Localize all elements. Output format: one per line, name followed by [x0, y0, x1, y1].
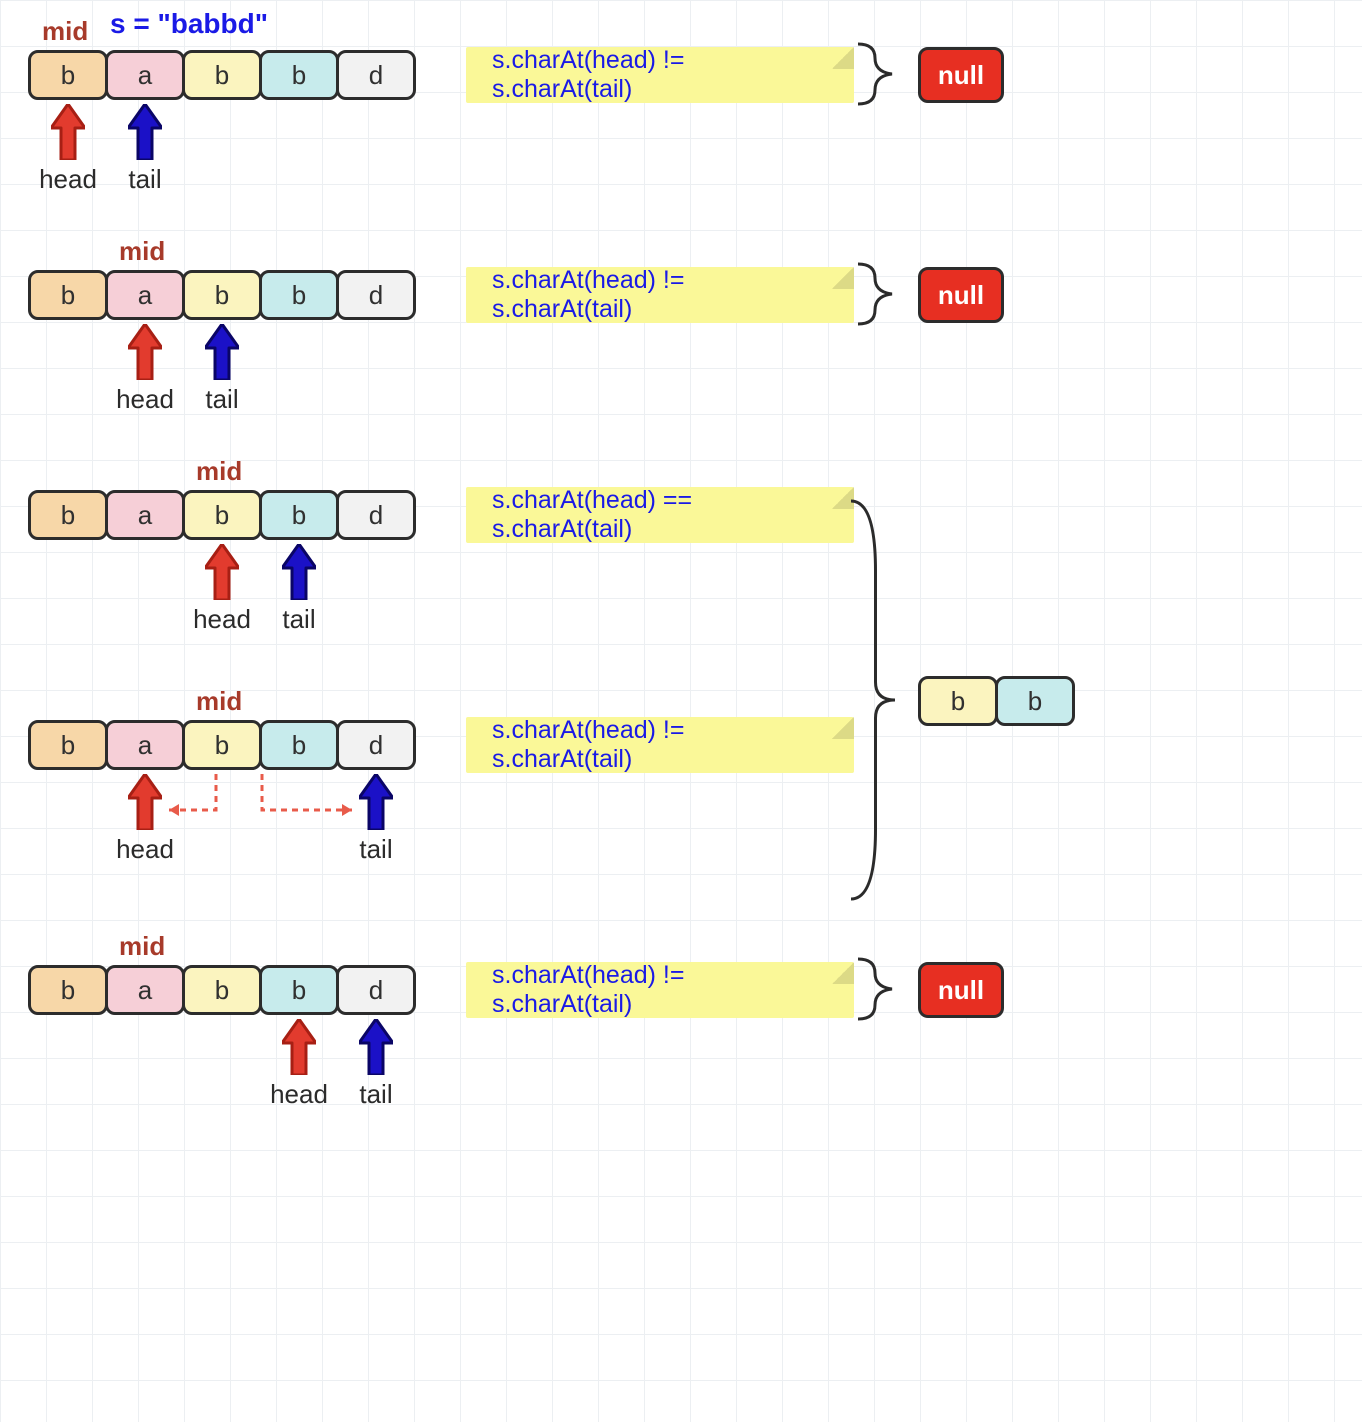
mid-label: mid	[196, 686, 242, 717]
char-cell: a	[105, 720, 185, 770]
small-brace	[856, 42, 894, 106]
char-array: babbd	[28, 720, 413, 770]
null-result: null	[918, 267, 1004, 323]
head-label: head	[270, 1079, 328, 1110]
char-cell: b	[28, 720, 108, 770]
small-brace	[856, 262, 894, 326]
tail-pointer: tail	[259, 544, 339, 635]
char-cell: d	[336, 720, 416, 770]
char-cell: d	[336, 270, 416, 320]
head-label: head	[39, 164, 97, 195]
tail-label: tail	[128, 164, 161, 195]
char-cell: b	[182, 490, 262, 540]
char-cell: b	[28, 50, 108, 100]
char-cell: b	[182, 270, 262, 320]
tail-pointer: tail	[105, 104, 185, 195]
head-label: head	[116, 384, 174, 415]
tail-label: tail	[359, 1079, 392, 1110]
note-fold-icon	[832, 47, 854, 69]
tail-pointer: tail	[182, 324, 262, 415]
char-cell: b	[28, 965, 108, 1015]
mid-label: mid	[119, 236, 165, 267]
condition-note: s.charAt(head) != s.charAt(tail)	[466, 47, 854, 103]
char-cell: b	[28, 270, 108, 320]
null-result: null	[918, 962, 1004, 1018]
big-brace	[848, 498, 898, 902]
char-cell: d	[336, 50, 416, 100]
char-cell: a	[105, 50, 185, 100]
char-array: babbd	[28, 270, 413, 320]
char-cell: b	[182, 965, 262, 1015]
condition-note: s.charAt(head) != s.charAt(tail)	[466, 717, 854, 773]
char-cell: b	[28, 490, 108, 540]
head-pointer: head	[182, 544, 262, 635]
head-pointer: head	[105, 324, 185, 415]
mid-label: mid	[196, 456, 242, 487]
result-cell: b	[918, 676, 998, 726]
char-array: babbd	[28, 965, 413, 1015]
tail-label: tail	[282, 604, 315, 635]
head-pointer: head	[28, 104, 108, 195]
char-cell: b	[182, 50, 262, 100]
condition-note: s.charAt(head) != s.charAt(tail)	[466, 962, 854, 1018]
char-cell: b	[259, 50, 339, 100]
char-cell: b	[259, 270, 339, 320]
expand-dashed-arrows	[28, 770, 416, 842]
result-cell: b	[995, 676, 1075, 726]
condition-note: s.charAt(head) == s.charAt(tail)	[466, 487, 854, 543]
mid-label: mid	[119, 931, 165, 962]
small-brace	[856, 957, 894, 1021]
head-pointer: head	[259, 1019, 339, 1110]
char-cell: b	[182, 720, 262, 770]
null-result: null	[918, 47, 1004, 103]
note-fold-icon	[832, 267, 854, 289]
tail-pointer: tail	[336, 1019, 416, 1110]
char-cell: b	[259, 965, 339, 1015]
char-cell: a	[105, 270, 185, 320]
note-fold-icon	[832, 962, 854, 984]
char-array: babbd	[28, 490, 413, 540]
char-array: babbd	[28, 50, 413, 100]
head-label: head	[193, 604, 251, 635]
char-cell: a	[105, 490, 185, 540]
char-cell: d	[336, 965, 416, 1015]
char-cell: b	[259, 720, 339, 770]
mid-label: mid	[42, 16, 88, 47]
group-result: bb	[918, 676, 1072, 726]
tail-label: tail	[205, 384, 238, 415]
string-title: s = "babbd"	[110, 8, 268, 40]
condition-note: s.charAt(head) != s.charAt(tail)	[466, 267, 854, 323]
char-cell: d	[336, 490, 416, 540]
char-cell: b	[259, 490, 339, 540]
char-cell: a	[105, 965, 185, 1015]
